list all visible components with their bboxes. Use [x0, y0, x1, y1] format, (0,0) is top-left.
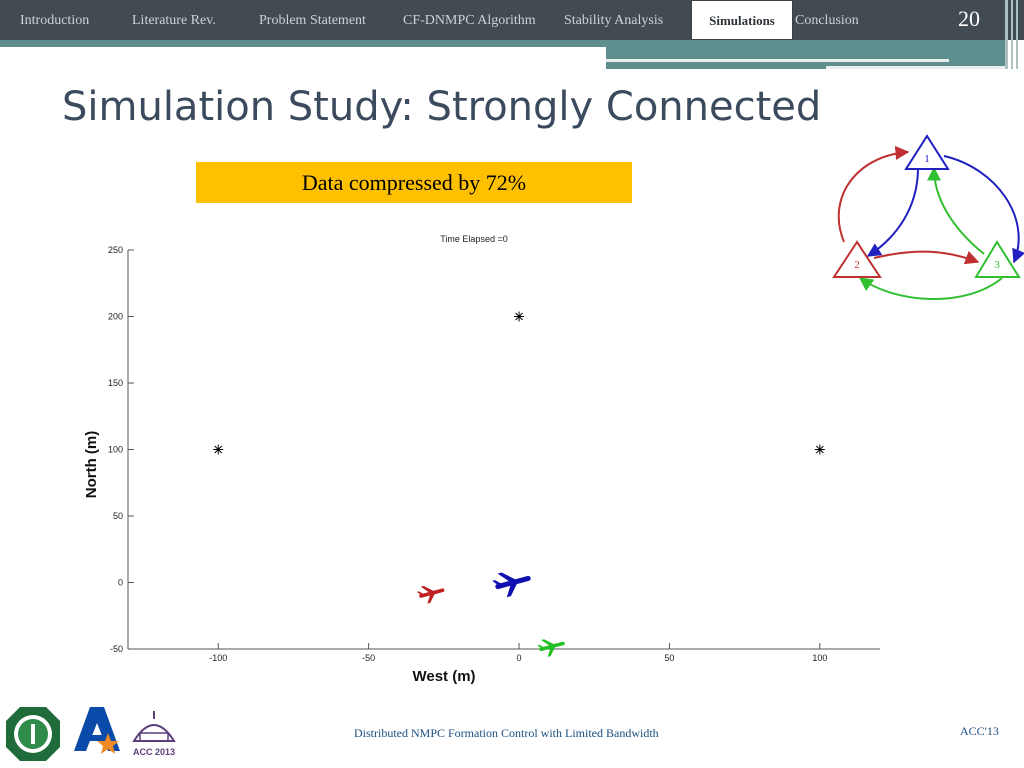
aircraft-marker [537, 639, 565, 657]
graph-node-1-label: 1 [924, 153, 930, 165]
acc-2013-logo: ACC 2013 [132, 711, 176, 757]
header-accent-line-short [826, 66, 1006, 69]
header-stripe-right [606, 40, 1006, 69]
x-tick-label: -50 [362, 653, 375, 663]
nav-stability-analysis[interactable]: Stability Analysis [564, 13, 664, 28]
edge-2-to-3 [873, 250, 980, 265]
graph-node-3 [974, 240, 1021, 278]
slide-title: Simulation Study: Strongly Connected [62, 84, 822, 130]
page-number: 20 [958, 6, 980, 31]
graph-node-2 [832, 240, 882, 278]
university-seal-logo [6, 707, 60, 761]
x-tick-label: -100 [209, 653, 227, 663]
graph-node-2-label: 2 [854, 259, 860, 271]
edge-1-to-3 [943, 155, 1024, 264]
y-axis-label: North (m) [83, 431, 100, 499]
communication-graph: 1 2 3 [832, 134, 1024, 300]
graph-node-1 [904, 134, 950, 170]
header-stripe [0, 40, 606, 47]
footer-conference: ACC'13 [960, 724, 999, 738]
chart-title: Time Elapsed =0 [440, 234, 507, 244]
nav-literature-review[interactable]: Literature Rev. [132, 13, 216, 28]
edge-2-to-1 [837, 145, 910, 243]
nav-introduction[interactable]: Introduction [20, 13, 90, 28]
top-navigation-bar [0, 0, 1024, 40]
footer-logos: ACC 2013 [6, 707, 176, 761]
waypoint-marker [814, 444, 825, 455]
nav-problem-statement[interactable]: Problem Statement [259, 13, 366, 28]
aircraft-marker [416, 585, 445, 604]
y-tick-label: 250 [108, 245, 123, 255]
edge-stripe [1016, 0, 1018, 69]
waypoint-marker [213, 444, 224, 455]
nav-simulations-active[interactable]: Simulations [691, 0, 793, 40]
edge-3-to-2 [858, 277, 1003, 300]
formation-plot: -100 -50 0 50 100 -50 0 50 100 150 200 250 Time Ela… [83, 234, 880, 685]
y-tick-label: 200 [108, 312, 123, 322]
x-axis-label: West (m) [412, 668, 475, 685]
header-accent-line [606, 59, 949, 62]
plot-ticks: -100 -50 0 50 100 -50 0 50 100 150 200 250 [108, 245, 827, 663]
acc-logo-text: ACC 2013 [133, 747, 175, 757]
aircraft-marker [492, 572, 531, 598]
compression-banner: Data compressed by 72% [196, 162, 632, 203]
edge-stripe [1005, 0, 1008, 69]
nav-conclusion[interactable]: Conclusion [795, 13, 859, 28]
footer-title: Distributed NMPC Formation Control with … [354, 726, 659, 740]
plot-markers [213, 311, 825, 657]
waypoint-marker [514, 311, 525, 322]
edge-3-to-1 [927, 166, 985, 255]
edge-stripe [1011, 0, 1013, 69]
x-tick-label: 0 [517, 653, 522, 663]
y-tick-label: 150 [108, 378, 123, 388]
ut-arlington-logo [74, 707, 120, 754]
graph-node-3-label: 3 [994, 259, 1000, 271]
nav-cf-dnmpc-algorithm[interactable]: CF-DNMPC Algorithm [403, 13, 536, 28]
y-tick-label: -50 [110, 644, 123, 654]
x-tick-label: 100 [812, 653, 827, 663]
edge-1-to-2 [866, 167, 919, 257]
x-tick-label: 50 [664, 653, 674, 663]
y-tick-label: 100 [108, 445, 123, 455]
y-tick-label: 50 [113, 511, 123, 521]
plot-axes [127, 250, 880, 650]
y-tick-label: 0 [118, 578, 123, 588]
